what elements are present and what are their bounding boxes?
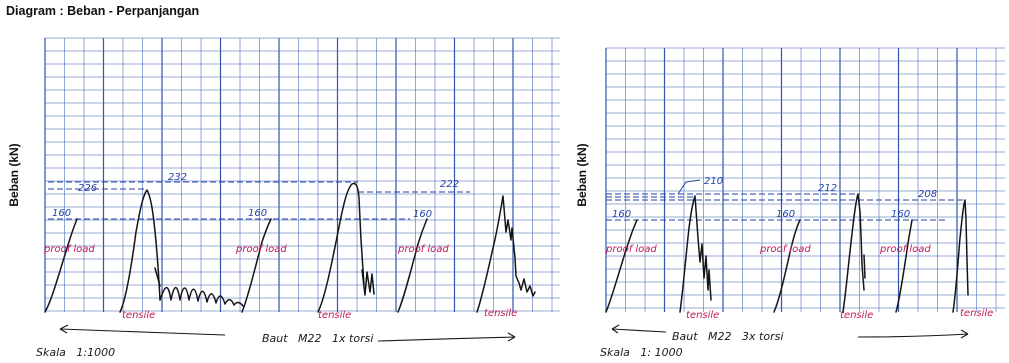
y-axis-label-right: Beban (kN) — [575, 143, 589, 206]
scale-label-right: Skala 1: 1000 — [600, 346, 683, 359]
tensile-curve — [679, 195, 712, 313]
proof-load-curve — [895, 219, 913, 313]
proof-load-curve — [605, 219, 638, 313]
value-label-232: 232 — [168, 172, 187, 183]
page-title: Diagram : Beban - Perpanjangan — [6, 4, 200, 18]
tensile-curve — [119, 189, 161, 313]
y-axis-label-left: Beban (kN) — [7, 143, 21, 206]
value-label-222: 222 — [440, 179, 459, 190]
caption-arrow-left — [611, 324, 667, 334]
proof-value-label: 160 — [776, 209, 795, 220]
proof-load-curve — [44, 218, 78, 313]
proof-value-label: 160 — [612, 209, 631, 220]
value-leader-210 — [677, 179, 701, 195]
proof-load-label: proof load — [397, 244, 449, 255]
value-label-212: 212 — [818, 183, 837, 194]
tensile-curve — [952, 199, 969, 313]
caption-right: Baut M22 3x torsi — [672, 330, 783, 343]
tensile-label: tensile — [686, 310, 719, 321]
proof-value-label: 160 — [891, 209, 910, 220]
tensile-curve — [842, 193, 866, 313]
proof-load-curve — [397, 218, 428, 313]
tensile-label: tensile — [960, 308, 993, 319]
proof-load-label: proof load — [43, 244, 95, 255]
caption-arrow-right — [857, 329, 969, 339]
grid-right — [605, 47, 1005, 312]
tensile-label: tensile — [840, 310, 873, 321]
grid-left — [44, 37, 560, 312]
proof-load-curve — [241, 218, 272, 313]
proof-value-label: 160 — [413, 209, 432, 220]
caption-arrow-right — [377, 332, 516, 342]
value-label-208: 208 — [918, 189, 937, 200]
scale-label-left: Skala 1:1000 — [36, 346, 115, 359]
value-label-210: 210 — [704, 176, 723, 187]
tensile-label: tensile — [484, 308, 517, 319]
proof-load-label: proof load — [879, 244, 931, 255]
proof-load-label: proof load — [235, 244, 287, 255]
proof-value-label: 160 — [248, 208, 267, 219]
tensile-curve — [317, 182, 375, 313]
tensile-label: tensile — [122, 310, 155, 321]
proof-load-curve — [773, 219, 801, 313]
proof-load-label: proof load — [605, 244, 657, 255]
value-label-226: 226 — [78, 183, 97, 194]
tensile-label: tensile — [318, 310, 351, 321]
tensile-curve — [476, 195, 536, 313]
proof-load-label: proof load — [759, 244, 811, 255]
caption-left: Baut M22 1x torsi — [262, 332, 373, 345]
caption-arrow-left — [59, 324, 226, 336]
tensile-oscillation — [154, 267, 244, 307]
proof-value-label: 160 — [52, 208, 71, 219]
